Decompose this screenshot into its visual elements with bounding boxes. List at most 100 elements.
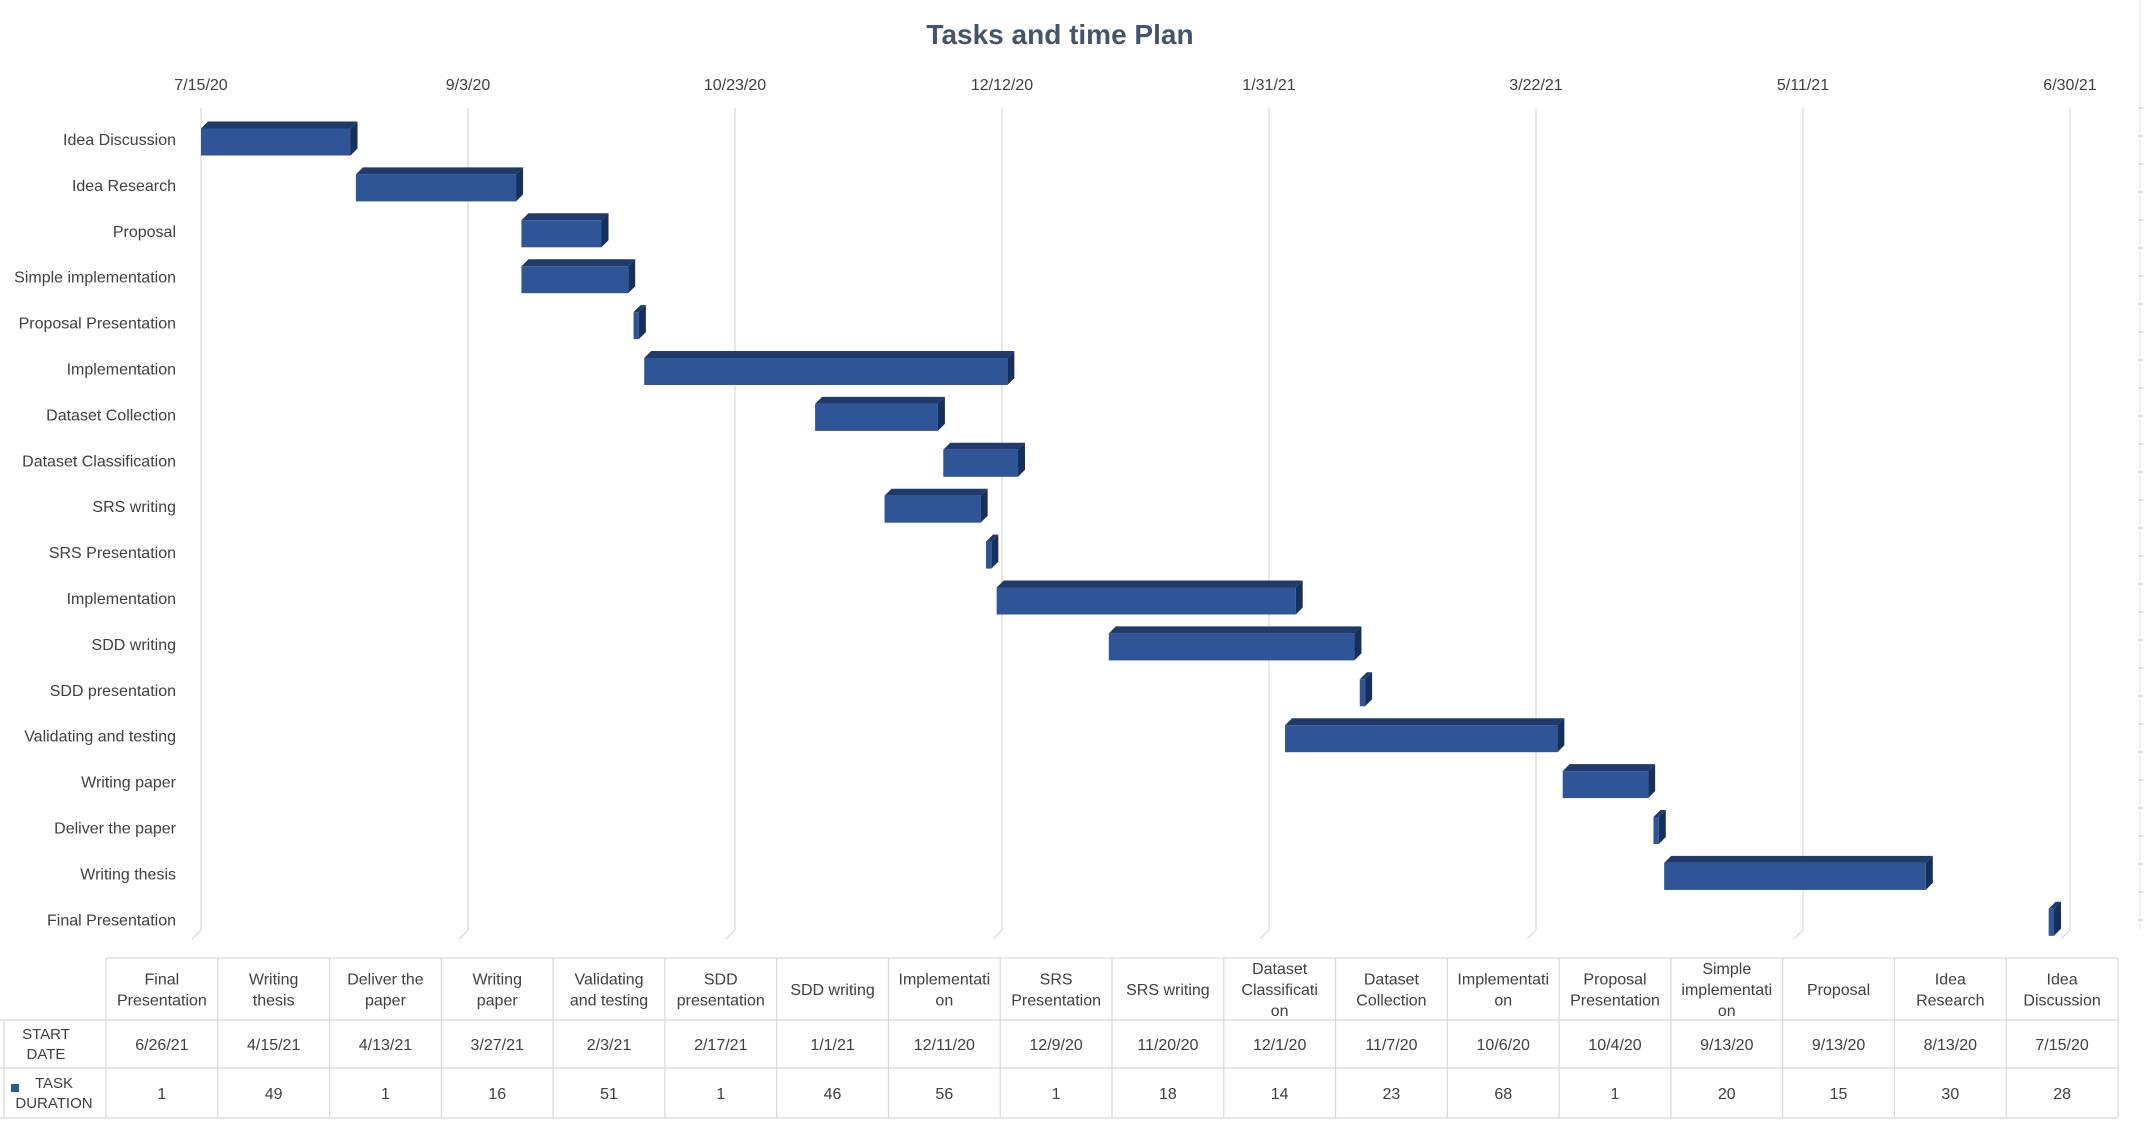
bar-front-face — [884, 495, 981, 523]
table-column-header: SDD presentation — [677, 972, 765, 1010]
table-cell: 12/1/20 — [1253, 1037, 1306, 1054]
bar-front-face — [1108, 633, 1355, 661]
bar-top-face — [884, 488, 988, 496]
bar — [521, 213, 609, 248]
table-cell: 28 — [2053, 1086, 2071, 1103]
bar-top-face — [521, 213, 609, 221]
bar-top-face — [985, 534, 999, 542]
table-cell: 12/11/20 — [914, 1037, 975, 1054]
gridline-foot — [458, 929, 469, 940]
table-cell: 14 — [1271, 1086, 1289, 1103]
table-cell: 1 — [1611, 1086, 1620, 1103]
bar-side-face — [1295, 580, 1303, 615]
bar-top-face — [521, 259, 636, 267]
y-tick-label: Proposal — [113, 224, 176, 241]
y-tick-label: Dataset Collection — [46, 407, 176, 424]
x-tick-label: 6/30/21 — [2043, 77, 2096, 94]
x-tick-label: 9/3/20 — [446, 77, 491, 94]
table-column-header: Idea Research — [1916, 972, 1984, 1010]
table-column-header: Proposal Presentation — [1570, 972, 1660, 1010]
y-tick-label: Deliver the paper — [54, 821, 177, 838]
bar — [996, 580, 1303, 615]
bar-front-face — [815, 403, 938, 431]
bar-front-face — [2048, 908, 2054, 936]
table-cell: 18 — [1159, 1086, 1177, 1103]
bar-top-face — [633, 305, 646, 313]
bar-side-face — [1007, 351, 1015, 385]
bar-side-face — [980, 488, 988, 523]
bar-side-face — [638, 305, 646, 340]
bar-front-face — [1562, 771, 1649, 799]
table-cell: 11/7/20 — [1365, 1037, 1417, 1054]
table-cell: 30 — [1941, 1086, 1959, 1103]
bar — [1664, 855, 1933, 890]
table-cell: 10/6/20 — [1477, 1037, 1530, 1054]
y-tick-label: SDD presentation — [50, 683, 176, 700]
bar — [943, 442, 1026, 477]
table-column-header: Proposal — [1807, 982, 1870, 999]
table-row-label: START DATE — [22, 1026, 70, 1063]
y-tick-label: SRS writing — [92, 499, 176, 516]
bar-top-face — [1359, 672, 1373, 680]
y-tick-label: Simple implementation — [14, 270, 176, 287]
table-column-header: SDD writing — [790, 982, 874, 999]
bar-side-face — [1018, 442, 1026, 477]
table-cell: 46 — [824, 1086, 842, 1103]
y-tick-label: Proposal Presentation — [19, 316, 176, 333]
bar-front-face — [201, 128, 351, 156]
bar-front-face — [355, 174, 517, 202]
chart-title: Tasks and time Plan — [926, 19, 1193, 50]
y-tick-label: Implementation — [67, 591, 176, 608]
bar-side-face — [937, 396, 945, 431]
y-tick-label: Writing paper — [81, 775, 177, 792]
gridline-foot — [1259, 929, 1270, 940]
bar-side-face — [1658, 810, 1666, 844]
bar-side-face — [601, 213, 609, 248]
gridline-foot — [725, 929, 736, 940]
bar-top-face — [943, 442, 1026, 450]
table-column-header: SRS Presentation — [1011, 972, 1101, 1010]
legend-key — [11, 1084, 19, 1092]
table-cell: 7/15/20 — [2035, 1037, 2088, 1054]
bar — [1108, 626, 1362, 661]
table-column-header: Implementati on — [1457, 972, 1549, 1010]
bar-side-face — [628, 259, 636, 294]
bar-top-face — [815, 396, 945, 404]
bar — [1562, 764, 1656, 799]
y-tick-label: SRS Presentation — [49, 545, 176, 562]
table-cell: 51 — [600, 1086, 618, 1103]
table-cell: 1 — [1052, 1086, 1061, 1103]
table-column-header: Idea Discussion — [2023, 972, 2100, 1010]
x-tick-label: 12/12/20 — [971, 77, 1033, 94]
gridlines — [191, 0, 2143, 940]
bar-top-face — [1562, 764, 1656, 772]
bar — [521, 259, 636, 294]
bar-side-face — [2053, 901, 2061, 936]
bar-front-face — [985, 541, 992, 569]
bar-front-face — [1285, 725, 1558, 753]
bar-top-face — [1664, 855, 1933, 863]
gridline-foot — [1526, 929, 1537, 940]
bar — [2048, 901, 2061, 936]
bar — [985, 534, 999, 569]
x-tick-label: 3/22/21 — [1509, 77, 1562, 94]
bar-front-face — [644, 358, 1008, 385]
table-cell: 1 — [716, 1086, 725, 1103]
bar-side-face — [1365, 672, 1373, 707]
gridline-foot — [1793, 929, 1804, 940]
bar — [633, 305, 646, 340]
gridline-foot — [2060, 929, 2071, 940]
table-cell: 56 — [935, 1086, 953, 1103]
bar-side-face — [1354, 626, 1362, 661]
table-row-label: TASK DURATION — [15, 1075, 92, 1112]
bar-front-face — [521, 266, 629, 294]
table-cell: 15 — [1830, 1086, 1848, 1103]
y-axis: Idea Discussion Idea Research Proposal Simp… — [14, 132, 177, 929]
table-cell: 6/26/21 — [135, 1037, 188, 1054]
table-cell: 23 — [1383, 1086, 1401, 1103]
table-cell: 3/27/21 — [471, 1037, 524, 1054]
bar-side-face — [516, 167, 524, 202]
bar-side-face — [1557, 718, 1565, 753]
table-cell: 20 — [1718, 1086, 1736, 1103]
table-cell: 8/13/20 — [1924, 1037, 1977, 1054]
